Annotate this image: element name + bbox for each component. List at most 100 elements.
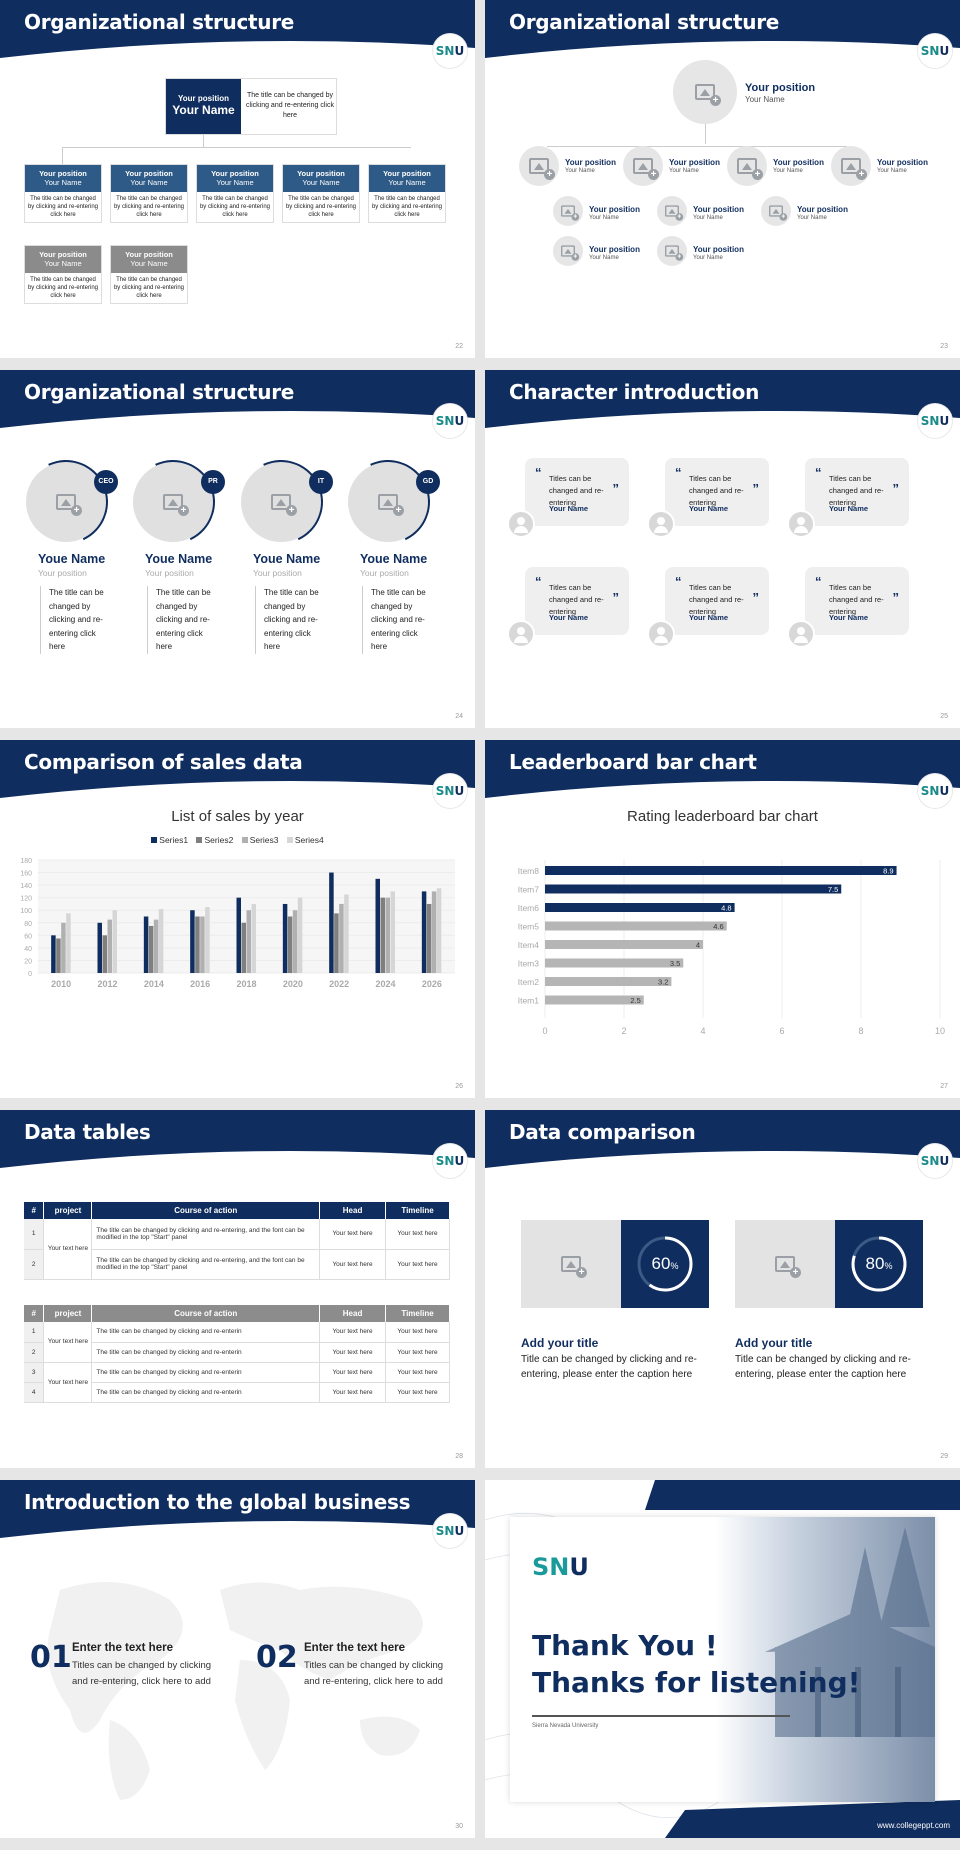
data-table-1[interactable]: # project Course of action Head Timeline… bbox=[24, 1202, 450, 1280]
sales-bar-chart: 0 20 40 60 80 100 120 140 160 180 2010 2012 2014 2016… bbox=[20, 858, 455, 989]
y-tick-label: 120 bbox=[20, 896, 32, 903]
member-label: Your position Your Name bbox=[693, 205, 744, 221]
image-placeholder[interactable] bbox=[521, 1220, 621, 1308]
avatar-placeholder[interactable] bbox=[553, 236, 583, 266]
member-label: Your position Your Name bbox=[797, 205, 848, 221]
org-box[interactable]: Your position Your Name The title can be c… bbox=[110, 245, 188, 304]
x-tick-label: 6 bbox=[779, 1026, 784, 1036]
top-label: Your position Your Name bbox=[745, 82, 816, 104]
bar bbox=[545, 977, 672, 986]
bar bbox=[545, 884, 842, 894]
avatar-placeholder[interactable] bbox=[673, 60, 737, 124]
avatar-placeholder[interactable] bbox=[519, 146, 559, 186]
image-icon bbox=[561, 245, 580, 261]
bar bbox=[329, 872, 334, 973]
photo-placeholder[interactable] bbox=[241, 462, 321, 542]
member-label: Your position Your Name bbox=[669, 158, 720, 174]
bar bbox=[112, 910, 117, 973]
chart-title: List of sales by year bbox=[171, 808, 304, 825]
bar bbox=[195, 916, 200, 973]
quote-card[interactable]: “Titles can be changed and re-entering” Y… bbox=[665, 458, 769, 526]
avatar-placeholder[interactable] bbox=[761, 196, 791, 226]
progress-value: 60% bbox=[651, 1254, 679, 1273]
image-icon bbox=[561, 1256, 587, 1278]
member-label: Your position Your Name bbox=[877, 158, 928, 174]
y-tick-label: Item6 bbox=[518, 903, 540, 913]
data-label: 3.5 bbox=[670, 959, 680, 968]
slide-25[interactable]: Character introduction SNU “Titles can b… bbox=[485, 370, 960, 728]
avatar-placeholder[interactable] bbox=[657, 236, 687, 266]
image-icon bbox=[561, 205, 580, 221]
progress-value: 80% bbox=[865, 1254, 893, 1273]
table-row: 3 Your text here The title can be change… bbox=[24, 1362, 450, 1403]
avatar-placeholder[interactable] bbox=[831, 146, 871, 186]
image-icon bbox=[271, 494, 297, 516]
quote-card[interactable]: “Titles can be changed and re-entering” Y… bbox=[525, 567, 629, 635]
org-box[interactable]: Your position Your Name The title can be c… bbox=[196, 164, 274, 223]
person-name: Youe Name bbox=[145, 552, 213, 566]
image-icon bbox=[737, 158, 763, 180]
quote-card[interactable]: “Titles can be changed and re-entering” Y… bbox=[665, 567, 769, 635]
quote-card[interactable]: “Titles can be changed and re-entering” Y… bbox=[805, 567, 909, 635]
org-box[interactable]: Your position Your Name The title can be c… bbox=[282, 164, 360, 223]
bar bbox=[545, 866, 897, 875]
item-description: Titles can be changed by clicking and re… bbox=[304, 1660, 444, 1687]
data-table-2[interactable]: # project Course of action Head Timeline… bbox=[24, 1305, 450, 1403]
x-tick-label: 2024 bbox=[375, 979, 395, 989]
page-number: 25 bbox=[940, 713, 948, 720]
image-icon bbox=[665, 245, 684, 261]
website-link[interactable]: www.collegeppt.com bbox=[877, 1821, 950, 1830]
thank-you-card: SNU Thank You ! Thanks for listening! Si… bbox=[510, 1517, 935, 1802]
page-number: 30 bbox=[455, 1823, 463, 1830]
university-logo: SNU bbox=[918, 1144, 952, 1178]
university-logo: SNU bbox=[918, 404, 952, 438]
org-box[interactable]: Your position Your Name The title can be c… bbox=[368, 164, 446, 223]
photo-placeholder[interactable] bbox=[26, 462, 106, 542]
bar bbox=[190, 910, 195, 973]
x-tick-label: 2018 bbox=[236, 979, 256, 989]
connector bbox=[203, 135, 204, 147]
x-tick-label: 0 bbox=[542, 1026, 547, 1036]
table-row: 1 Your text here The title can be change… bbox=[24, 1219, 450, 1280]
user-avatar-icon bbox=[647, 620, 675, 648]
image-icon bbox=[56, 494, 82, 516]
y-tick-label: 20 bbox=[24, 958, 32, 965]
image-placeholder[interactable] bbox=[735, 1220, 835, 1308]
university-logo: SNU bbox=[433, 774, 467, 808]
person-position: Your position bbox=[38, 568, 87, 578]
bar bbox=[66, 913, 71, 973]
progress-ring bbox=[637, 1236, 693, 1292]
avatar-placeholder[interactable] bbox=[623, 146, 663, 186]
quote-card[interactable]: “Titles can be changed and re-entering” Y… bbox=[525, 458, 629, 526]
photo-placeholder[interactable] bbox=[133, 462, 213, 542]
avatar-placeholder[interactable] bbox=[727, 146, 767, 186]
y-tick-label: 140 bbox=[20, 883, 32, 890]
slide-23[interactable]: Organizational structure SNU Your positi… bbox=[485, 0, 960, 358]
slide-30[interactable]: Introduction to the global business SNU … bbox=[0, 1480, 475, 1838]
bar bbox=[375, 878, 380, 973]
slide-31[interactable]: SNU Thank You ! Thanks for listening! Si… bbox=[485, 1480, 960, 1838]
slide-24[interactable]: Organizational structure SNU CEO Youe Na… bbox=[0, 370, 475, 728]
slide-28[interactable]: Data tables SNU # project Course of acti… bbox=[0, 1110, 475, 1468]
slide-29[interactable]: Data comparison SNU 60% Add your title T… bbox=[485, 1110, 960, 1468]
bar bbox=[344, 894, 349, 973]
university-name: Sierra Nevada University bbox=[532, 1723, 599, 1729]
slide-27[interactable]: Leaderboard bar chart SNU Rating leaderb… bbox=[485, 740, 960, 1098]
person-description: The title can be changed by clicking and… bbox=[40, 586, 112, 654]
quote-card[interactable]: “Titles can be changed and re-entering” Y… bbox=[805, 458, 909, 526]
slide-22[interactable]: Organizational structure SNU Your positi… bbox=[0, 0, 475, 358]
org-box[interactable]: Your position Your Name The title can be c… bbox=[24, 164, 102, 223]
slide-26[interactable]: Comparison of sales data SNU List of sal… bbox=[0, 740, 475, 1098]
org-box[interactable]: Your position Your Name The title can be c… bbox=[110, 164, 188, 223]
bar bbox=[380, 897, 385, 973]
top-position-box[interactable]: Your position Your Name The title can be… bbox=[165, 78, 337, 135]
data-label: 3.2 bbox=[658, 978, 668, 987]
avatar-placeholder[interactable] bbox=[657, 196, 687, 226]
avatar-placeholder[interactable] bbox=[553, 196, 583, 226]
bar bbox=[158, 908, 164, 973]
photo-placeholder[interactable] bbox=[348, 462, 428, 542]
bar bbox=[148, 925, 154, 973]
image-icon bbox=[163, 494, 189, 516]
org-box[interactable]: Your position Your Name The title can be c… bbox=[24, 245, 102, 304]
bar bbox=[200, 916, 205, 973]
